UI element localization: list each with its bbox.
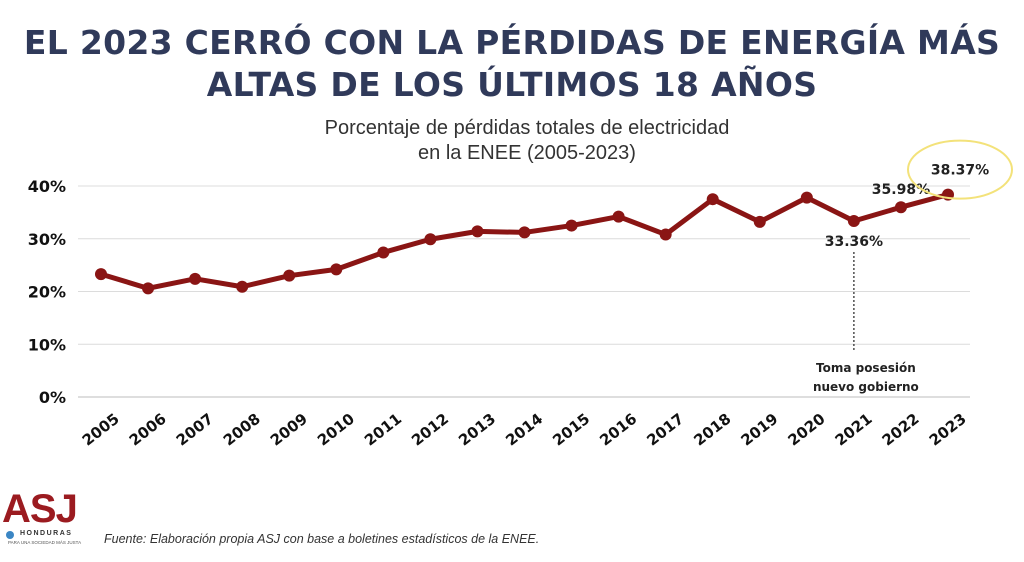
event-marker: Toma posesión nuevo gobierno bbox=[813, 252, 919, 394]
data-point bbox=[894, 201, 907, 214]
data-point bbox=[283, 269, 296, 282]
data-labels: 33.36% 35.98%38.37% bbox=[825, 139, 1013, 250]
headline-line-2: ALTAS DE LOS ÚLTIMOS 18 AÑOS bbox=[206, 65, 818, 104]
y-tick-label: 10% bbox=[28, 335, 66, 354]
x-tick-label: 2009 bbox=[267, 410, 311, 450]
data-label: 38.37% bbox=[931, 163, 989, 179]
x-tick-label: 2017 bbox=[643, 410, 687, 450]
chart-title: Porcentaje de pérdidas totales de electr… bbox=[324, 117, 730, 139]
x-tick-label: 2008 bbox=[220, 410, 264, 450]
data-point bbox=[189, 272, 202, 285]
y-tick-label: 40% bbox=[28, 177, 66, 196]
x-tick-label: 2012 bbox=[408, 410, 452, 450]
y-tick-label: 0% bbox=[39, 388, 66, 407]
headline-line-1: EL 2023 CERRÓ CON LA PÉRDIDAS DE ENERGÍA… bbox=[23, 23, 1001, 62]
series-line bbox=[98, 192, 951, 291]
source-note: Fuente: Elaboración propia ASJ con base … bbox=[104, 532, 540, 546]
x-tick-label: 2018 bbox=[690, 410, 734, 450]
data-point bbox=[565, 219, 578, 232]
data-point bbox=[424, 233, 437, 246]
x-tick-label: 2020 bbox=[785, 410, 829, 450]
y-tick-label: 30% bbox=[28, 230, 66, 249]
event-label: Toma posesión bbox=[816, 361, 916, 375]
series-line-path bbox=[98, 192, 951, 291]
x-tick-label: 2007 bbox=[173, 410, 217, 450]
x-tick-label: 2005 bbox=[79, 410, 123, 450]
data-point bbox=[847, 215, 860, 228]
asj-logo: ASJ HONDURAS PARA UNA SOCIEDAD MÁS JUSTA bbox=[2, 489, 98, 555]
data-point bbox=[142, 282, 155, 295]
x-tick-label: 2023 bbox=[926, 410, 970, 450]
x-tick-label: 2006 bbox=[126, 410, 170, 450]
data-point bbox=[800, 191, 813, 204]
data-point bbox=[659, 228, 672, 241]
data-label: 35.98% bbox=[872, 182, 930, 198]
data-point bbox=[518, 226, 531, 239]
logo-country: HONDURAS bbox=[20, 530, 73, 537]
y-tick-label: 20% bbox=[28, 283, 66, 302]
chart-title-block: Porcentaje de pérdidas totales de electr… bbox=[0, 116, 1024, 166]
data-point bbox=[236, 280, 249, 293]
data-point bbox=[706, 193, 719, 206]
y-axis-ticks: 0% 10% 20% 30% 40% bbox=[28, 177, 66, 407]
data-point bbox=[612, 210, 625, 223]
data-point bbox=[753, 215, 766, 228]
logo-text: ASJ bbox=[2, 487, 78, 531]
data-point bbox=[377, 246, 390, 259]
x-tick-label: 2011 bbox=[361, 410, 405, 450]
gridlines bbox=[78, 185, 970, 398]
data-point bbox=[471, 225, 484, 238]
data-label: 33.36% bbox=[825, 234, 883, 250]
x-tick-label: 2021 bbox=[832, 410, 876, 450]
headline: EL 2023 CERRÓ CON LA PÉRDIDAS DE ENERGÍA… bbox=[0, 22, 1024, 106]
globe-icon bbox=[6, 531, 14, 539]
x-tick-label: 2010 bbox=[314, 410, 358, 450]
x-tick-label: 2016 bbox=[596, 410, 640, 450]
x-tick-label: 2022 bbox=[879, 410, 923, 450]
x-axis-ticks: 2005 2006 2007 2008 2009 2010 2011 2012 2013 2014… bbox=[79, 410, 970, 450]
chart-subtitle: en la ENEE (2005-2023) bbox=[418, 142, 636, 164]
data-point bbox=[95, 268, 107, 281]
x-tick-label: 2019 bbox=[737, 410, 781, 450]
event-label: nuevo gobierno bbox=[813, 380, 919, 394]
x-tick-label: 2014 bbox=[502, 410, 546, 450]
data-point bbox=[330, 263, 343, 276]
x-tick-label: 2015 bbox=[549, 410, 593, 450]
highlight-circle bbox=[907, 139, 1013, 200]
x-tick-label: 2013 bbox=[455, 410, 499, 450]
logo-tagline: PARA UNA SOCIEDAD MÁS JUSTA bbox=[8, 540, 82, 545]
